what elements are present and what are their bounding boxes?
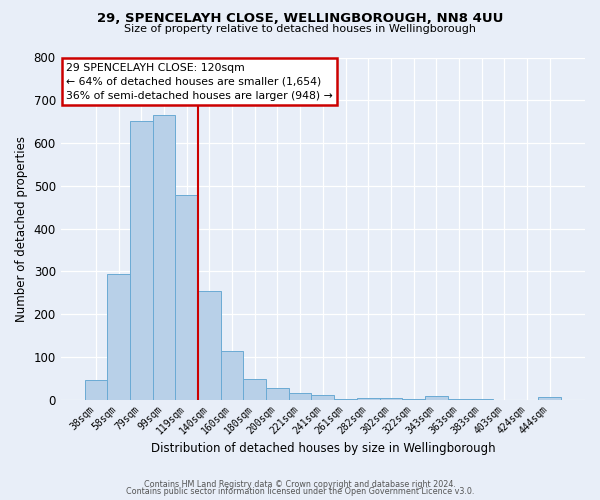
Bar (266, 388, 289, 400)
Bar (198, 292, 221, 400)
Bar (402, 398, 425, 400)
Bar (130, 121, 152, 400)
Text: Contains public sector information licensed under the Open Government Licence v3: Contains public sector information licen… (126, 488, 474, 496)
Bar (107, 274, 130, 400)
Text: 29, SPENCELAYH CLOSE, WELLINGBOROUGH, NN8 4UU: 29, SPENCELAYH CLOSE, WELLINGBOROUGH, NN… (97, 12, 503, 26)
Bar (289, 393, 311, 400)
Text: Contains HM Land Registry data © Crown copyright and database right 2024.: Contains HM Land Registry data © Crown c… (144, 480, 456, 489)
Y-axis label: Number of detached properties: Number of detached properties (15, 136, 28, 322)
Bar (311, 396, 334, 400)
Bar (357, 398, 380, 400)
Bar (85, 380, 107, 400)
Text: Size of property relative to detached houses in Wellingborough: Size of property relative to detached ho… (124, 24, 476, 34)
Bar (334, 398, 357, 400)
Bar (425, 396, 448, 400)
Bar (380, 398, 402, 400)
X-axis label: Distribution of detached houses by size in Wellingborough: Distribution of detached houses by size … (151, 442, 495, 455)
Text: 29 SPENCELAYH CLOSE: 120sqm
← 64% of detached houses are smaller (1,654)
36% of : 29 SPENCELAYH CLOSE: 120sqm ← 64% of det… (66, 62, 332, 100)
Bar (470, 398, 493, 400)
Bar (152, 115, 175, 400)
Bar (221, 352, 244, 400)
Bar (244, 379, 266, 400)
Bar (538, 398, 561, 400)
Bar (175, 195, 198, 400)
